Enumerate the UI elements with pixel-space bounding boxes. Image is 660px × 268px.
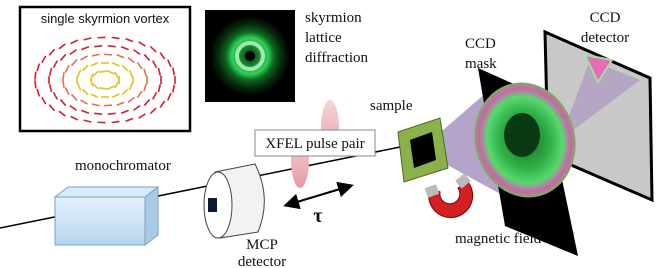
mono-top [55, 187, 158, 197]
spin-arrow [104, 54, 112, 55]
vortex-label: single skyrmion vortex [41, 11, 170, 26]
spin-arrow [104, 105, 112, 106]
mono-side [145, 187, 158, 245]
delay-arrow [287, 186, 350, 205]
detector-label: detector [581, 30, 629, 46]
diffraction-label: lattice [305, 30, 342, 46]
mcp-aperture [208, 198, 217, 212]
spin-arrow [99, 88, 107, 89]
mono-label: monochromator [75, 158, 171, 174]
spin-arrow [108, 46, 116, 47]
tau-label: τ [313, 205, 322, 227]
mcp-label: MCP [246, 237, 278, 253]
figure: single skyrmion vortex skyrmion lattice … [0, 0, 660, 268]
spin-arrow [35, 72, 36, 80]
spin-arrow [99, 71, 107, 72]
diffraction-label: skyrmion [305, 10, 362, 26]
mono-front [55, 197, 145, 245]
mask-label: mask [465, 56, 497, 72]
spin-arrow [35, 80, 36, 88]
mask-center [504, 113, 540, 157]
spin-arrow [108, 113, 116, 114]
magnet-label: magnetic field [455, 231, 542, 247]
diffraction-center [245, 51, 255, 61]
sample-label: sample [370, 98, 413, 114]
spin-arrow [94, 46, 102, 47]
mask-label: CCD [465, 36, 496, 52]
diffraction-label: diffraction [305, 50, 369, 66]
detector-label: CCD [590, 10, 621, 26]
spin-arrow [94, 113, 102, 114]
mcp-label: detector [238, 254, 286, 268]
pulse-label: XFEL pulse pair [265, 136, 364, 152]
